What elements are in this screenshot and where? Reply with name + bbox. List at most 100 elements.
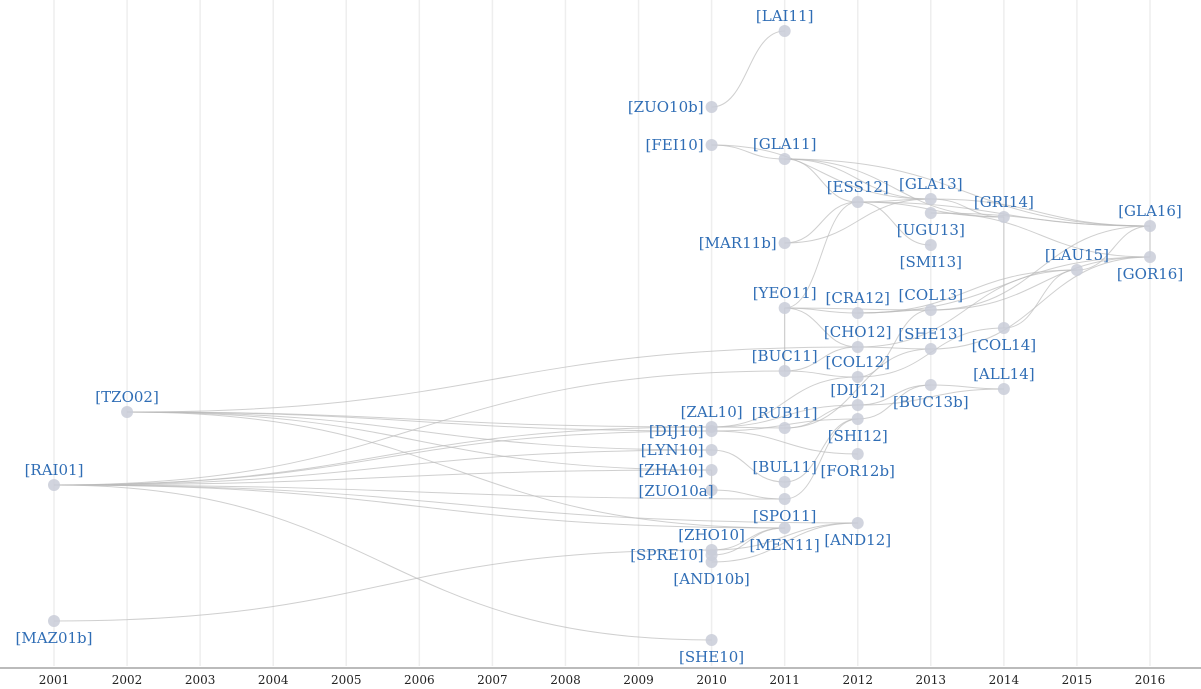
citation-edge <box>784 158 858 203</box>
paper-node <box>778 153 791 165</box>
x-tick-label: 2013 <box>916 673 947 687</box>
citation-edge <box>711 144 931 200</box>
paper-node <box>48 615 60 627</box>
paper-node <box>778 365 791 377</box>
paper-node <box>851 517 864 529</box>
citation-edge <box>930 384 1004 390</box>
paper-node <box>851 307 864 319</box>
citation-edge <box>930 256 1151 311</box>
citation-edge <box>784 198 931 244</box>
citation-edge <box>711 489 785 500</box>
paper-node <box>924 343 937 355</box>
paper-label: [SHE13] <box>898 325 963 343</box>
citation-edge <box>784 158 931 200</box>
citation-edge <box>857 309 931 378</box>
x-tick-label: 2015 <box>1062 673 1093 687</box>
citation-edge <box>711 376 858 428</box>
citation-edge <box>784 307 858 348</box>
paper-label: [ESS12] <box>827 178 889 196</box>
citation-edge <box>930 212 1151 227</box>
paper-label: [BUC11] <box>752 347 818 365</box>
paper-node <box>705 464 718 476</box>
citation-edge <box>784 201 858 244</box>
paper-label: [SHI12] <box>828 427 888 445</box>
paper-node <box>1144 220 1156 232</box>
paper-label: [SMI13] <box>900 253 962 271</box>
paper-node <box>705 634 718 646</box>
paper-node <box>705 101 718 113</box>
x-tick-label: 2006 <box>404 673 435 687</box>
paper-label: [LAU15] <box>1045 246 1109 264</box>
paper-node <box>997 383 1010 395</box>
citation-edge <box>127 411 712 471</box>
paper-label: [ZUO10a] <box>638 482 713 500</box>
paper-node <box>924 239 937 251</box>
paper-node <box>851 371 864 383</box>
paper-label: [GLA13] <box>899 175 963 193</box>
x-tick-label: 2002 <box>112 673 143 687</box>
paper-label: [ALL14] <box>973 365 1035 383</box>
citation-edge <box>711 522 858 563</box>
citation-edge <box>711 430 858 455</box>
paper-node <box>851 413 864 425</box>
paper-node <box>851 341 864 353</box>
paper-label: [ZHA10] <box>638 461 703 479</box>
paper-label: [MAR11b] <box>699 234 777 252</box>
citation-edge <box>784 348 931 429</box>
paper-label: [GLA11] <box>753 135 817 153</box>
citation-edge <box>711 527 785 556</box>
citation-edge <box>53 484 785 500</box>
citation-edge <box>1003 269 1077 329</box>
citation-edge <box>53 370 785 486</box>
paper-node <box>1070 264 1083 276</box>
citation-edge <box>711 30 785 108</box>
paper-label: [BUC13b] <box>893 393 969 411</box>
paper-label: [LYN10] <box>641 441 704 459</box>
paper-label: [UGU13] <box>897 221 965 239</box>
citation-edge <box>53 549 712 622</box>
citation-edge <box>711 449 785 483</box>
paper-node <box>778 522 791 534</box>
citation-edge <box>784 201 858 309</box>
paper-label: [CHO12] <box>824 323 892 341</box>
citation-edge <box>930 198 1004 218</box>
citation-edge <box>784 158 1004 218</box>
paper-label: [AND12] <box>824 531 891 549</box>
x-tick-label: 2005 <box>331 673 362 687</box>
citation-edge <box>127 411 712 451</box>
paper-label: [GLA16] <box>1118 202 1182 220</box>
paper-node <box>1144 251 1156 263</box>
paper-label: [RUB11] <box>752 404 818 422</box>
paper-label: [MEN11] <box>750 536 820 554</box>
paper-label: [COL14] <box>972 336 1037 354</box>
paper-node <box>121 406 134 418</box>
paper-label: [GRI14] <box>974 193 1034 211</box>
x-tick-label: 2014 <box>989 673 1020 687</box>
citation-edge <box>127 411 785 529</box>
citation-edge <box>930 225 1151 311</box>
paper-node <box>778 476 791 488</box>
paper-label: [ZUO10b] <box>628 98 704 116</box>
paper-label: [FEI10] <box>646 136 704 154</box>
citation-edge <box>784 158 1151 227</box>
citation-edge <box>53 484 712 641</box>
paper-label: [SPRE10] <box>630 546 703 564</box>
paper-node <box>778 25 791 37</box>
paper-label: [YEO11] <box>753 284 817 302</box>
paper-label: [LAI11] <box>756 7 814 25</box>
citation-edge <box>53 469 712 486</box>
x-tick-label: 2003 <box>185 673 216 687</box>
paper-label: [SHE10] <box>679 648 744 666</box>
paper-node <box>924 304 937 316</box>
x-tick-label: 2008 <box>550 673 581 687</box>
paper-node <box>778 237 791 249</box>
x-tick-label: 2009 <box>623 673 654 687</box>
x-tick-label: 2012 <box>842 673 873 687</box>
citation-edge <box>930 198 1151 227</box>
x-tick-label: 2016 <box>1135 673 1166 687</box>
paper-label: [RAI01] <box>25 461 84 479</box>
x-tick-label: 2001 <box>39 673 70 687</box>
paper-label: [BUL11] <box>752 458 816 476</box>
paper-node <box>997 211 1010 223</box>
